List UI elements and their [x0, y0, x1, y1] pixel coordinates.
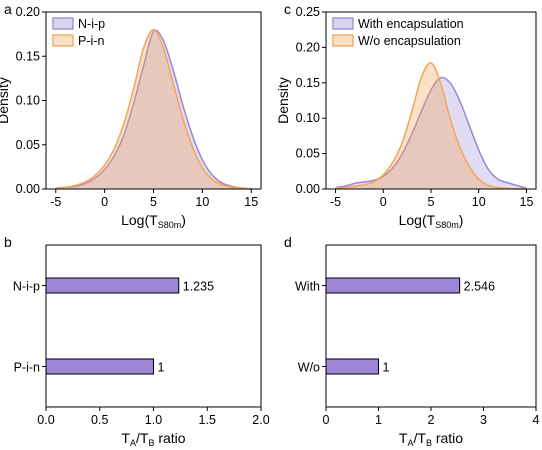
category-label: W/o: [298, 361, 320, 375]
panel-b: b 1.235 N-i-p 1 P-i-n 0.0 0.5 1.0 1.5 2.0 TA/TB ra…: [4, 234, 270, 448]
x-tick-label: 15: [244, 195, 258, 209]
density-area-0: [335, 77, 527, 189]
bar-value-label: 2.546: [464, 280, 495, 294]
x-tick-label: 2.0: [252, 413, 269, 427]
bar: [45, 358, 154, 375]
plot-frame: [45, 244, 262, 408]
x-tick-label: 0.5: [91, 413, 108, 427]
density-area-0: [55, 30, 252, 190]
panel-a: a -5 0 5 10 15 0.00 0.05 0.10 0.15 0.20 Density Log(…: [0, 1, 262, 230]
panel-label: c: [284, 1, 291, 17]
y-tick-label: 0.05: [16, 138, 40, 152]
density-line-1: [335, 62, 527, 190]
panel-label: a: [4, 1, 12, 17]
legend-swatch: [52, 17, 74, 30]
plot-frame: [325, 244, 537, 408]
legend-entry: N-i-p: [78, 17, 105, 31]
x-tick-label: 1.5: [199, 413, 216, 427]
y-tick-label: 0.05: [296, 147, 320, 161]
y-tick-label: 0.20: [296, 40, 320, 54]
x-tick-label: 15: [520, 195, 534, 209]
panel-label: d: [284, 234, 292, 250]
y-tick-label: 0.15: [296, 76, 320, 90]
x-tick-label: 0: [101, 195, 108, 209]
density-line-1: [55, 28, 252, 190]
category-label: N-i-p: [13, 280, 40, 294]
x-axis-label: Log(TS80m): [121, 212, 186, 230]
legend-swatch: [332, 34, 354, 47]
x-tick-label: 10: [472, 195, 486, 209]
y-tick-label: 0.20: [16, 5, 40, 19]
x-tick-label: 0: [380, 195, 387, 209]
y-tick-label: 0.00: [296, 182, 320, 196]
x-tick-label: 1: [375, 413, 382, 427]
x-tick-label: -5: [330, 195, 341, 209]
x-tick-label: -5: [50, 195, 61, 209]
legend-swatch: [332, 17, 354, 30]
y-tick-label: 0.10: [296, 111, 320, 125]
bar-value-label: 1: [383, 361, 390, 375]
panel-c: c -5 0 5 10 15 0.00 0.05 0.10 0.15 0.20 0.25 Density…: [275, 1, 537, 230]
x-axis-label: TA/TB ratio: [121, 430, 185, 448]
bar: [325, 358, 379, 375]
bar-value-label: 1.235: [183, 280, 214, 294]
y-tick-label: 0.15: [16, 49, 40, 63]
y-tick-label: 0.25: [296, 5, 320, 19]
legend-entry: With encapsulation: [358, 17, 464, 31]
bar: [45, 277, 180, 294]
category-label: P-i-n: [14, 361, 40, 375]
legend-entry: W/o encapsulation: [358, 34, 461, 48]
x-tick-label: 4: [533, 413, 540, 427]
x-tick-label: 0.0: [37, 413, 54, 427]
y-tick-label: 0.00: [16, 182, 40, 196]
density-area-1: [55, 29, 252, 190]
x-axis-label: TA/TB ratio: [399, 430, 463, 448]
panel-label: b: [4, 234, 12, 250]
x-tick-label: 1.0: [145, 413, 162, 427]
density-line-0: [335, 76, 527, 190]
legend-swatch: [52, 34, 74, 47]
panel-d: d 2.546 With 1 W/o 0 1 2 3 4 TA/TB ratio: [284, 234, 540, 448]
legend-entry: P-i-n: [78, 34, 104, 48]
density-area-1: [335, 62, 527, 190]
x-tick-label: 10: [195, 195, 209, 209]
y-tick-label: 0.10: [16, 94, 40, 108]
x-tick-label: 2: [428, 413, 435, 427]
x-tick-label: 0: [323, 413, 330, 427]
bar-value-label: 1: [158, 361, 165, 375]
y-axis-label: Density: [0, 77, 11, 124]
x-tick-label: 5: [150, 195, 157, 209]
x-tick-label: 3: [480, 413, 487, 427]
category-label: With: [295, 280, 320, 294]
bar: [325, 277, 461, 294]
density-line-0: [55, 29, 252, 190]
y-axis-label: Density: [275, 77, 291, 124]
x-axis-label: Log(TS80m): [399, 212, 464, 230]
x-tick-label: 5: [428, 195, 435, 209]
